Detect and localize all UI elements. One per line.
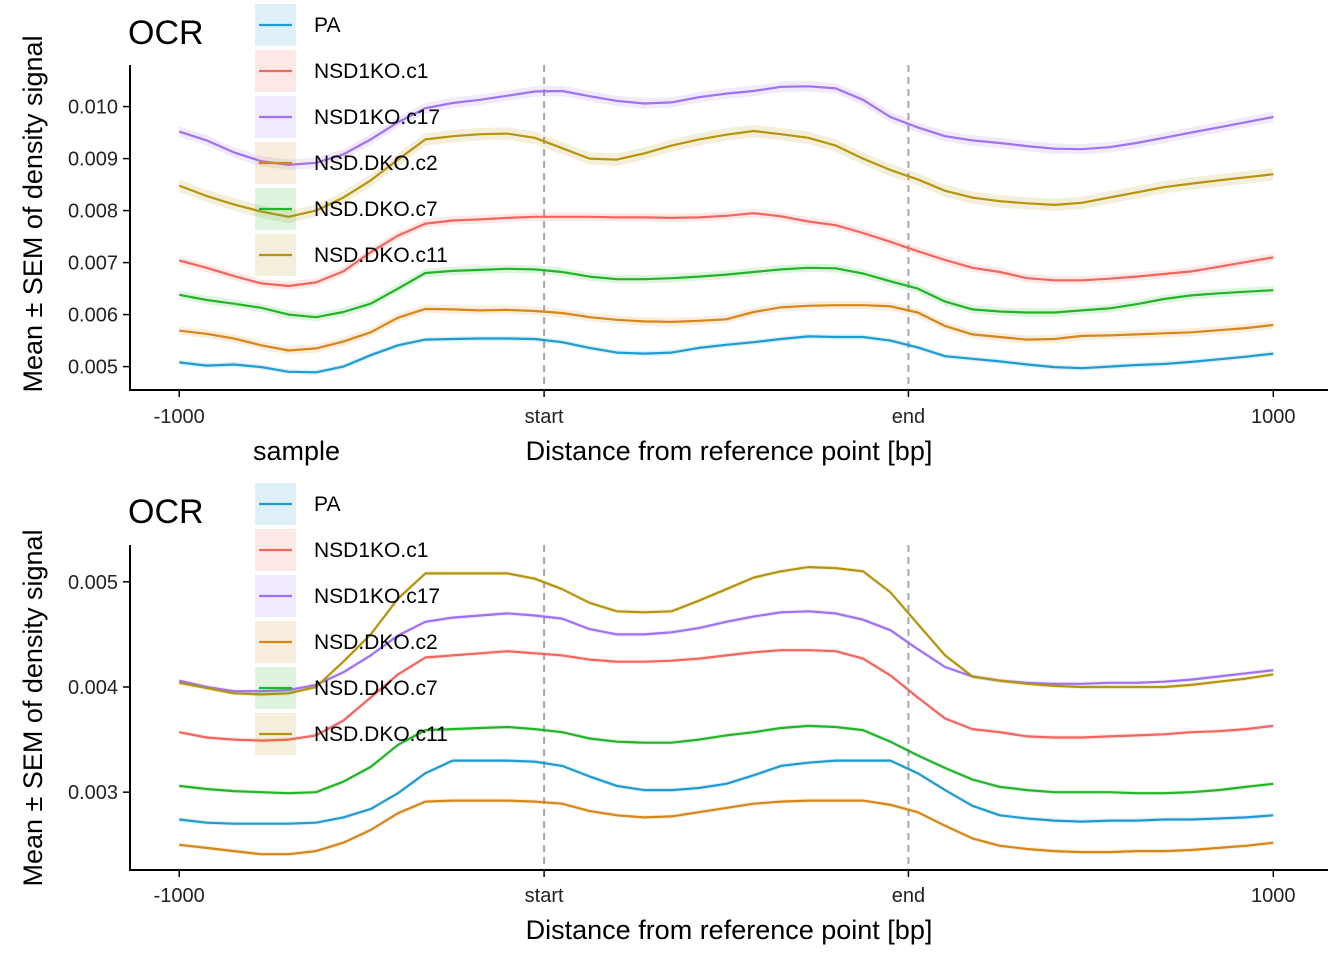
- legend-label-0: PA: [314, 14, 340, 37]
- series-line-5: [178, 129, 1274, 218]
- legend-label-5: NSD.DKO.c11: [314, 723, 448, 746]
- series-line-3: [179, 799, 1274, 856]
- y-tick-label: 0.006: [68, 305, 118, 327]
- legend-label-3: NSD.DKO.c2: [314, 152, 438, 175]
- sem-ribbon-5: [179, 565, 1274, 697]
- y-axis-title: Mean ± SEM of density signal: [18, 36, 48, 393]
- y-tick-label: 0.005: [68, 572, 118, 594]
- x-tick-label: -1000: [154, 885, 205, 907]
- x-tick-label: end: [892, 406, 925, 428]
- series-line-0: [179, 335, 1274, 374]
- legend-label-4: NSD.DKO.c7: [314, 198, 438, 221]
- series-line-3: [179, 304, 1274, 352]
- x-tick-label: start: [525, 885, 564, 907]
- series-line-2: [178, 85, 1274, 166]
- legend-label-2: NSD1KO.c17: [314, 106, 440, 129]
- chart-title: OCR: [128, 493, 204, 531]
- series-line-4: [178, 266, 1274, 319]
- legend: PA NSD1KO.c1 NSD1KO.c17 NSD.DKO.c2 NSD.DKO.c…: [255, 4, 448, 276]
- y-axis-title: Mean ± SEM of density signal: [18, 530, 48, 887]
- sem-ribbon-3: [179, 301, 1274, 355]
- legend-label-1: NSD1KO.c1: [314, 60, 428, 83]
- legend-label-1: NSD1KO.c1: [314, 539, 428, 562]
- series-line-0: [179, 759, 1274, 825]
- y-tick-label: 0.008: [68, 201, 118, 223]
- legend-title: sample: [253, 436, 340, 466]
- legend-label-4: NSD.DKO.c7: [314, 677, 438, 700]
- x-axis-title: Distance from reference point [bp]: [526, 915, 933, 945]
- series-line-4: [179, 724, 1274, 795]
- chart-panel-1: 0.005 0.006 0.007 0.008 0.009 0.010 -1000 start…: [18, 4, 1328, 466]
- legend-label-3: NSD.DKO.c2: [314, 631, 438, 654]
- y-tick-label: 0.003: [68, 782, 118, 804]
- sem-ribbon-1: [179, 209, 1274, 291]
- x-tick-label: -1000: [154, 406, 205, 428]
- series-line-5: [178, 565, 1274, 696]
- chart-panel-2: 0.003 0.004 0.005 -1000 start end 1000 Distance…: [18, 436, 1328, 945]
- series-line-1: [178, 649, 1274, 742]
- x-axis-title: Distance from reference point [bp]: [526, 436, 933, 466]
- y-tick-label: 0.009: [68, 149, 118, 171]
- legend-label-0: PA: [314, 493, 340, 516]
- series-line-1: [178, 212, 1274, 288]
- legend-label-5: NSD.DKO.c11: [314, 244, 448, 267]
- x-tick-label: start: [525, 406, 564, 428]
- y-tick-label: 0.010: [68, 97, 118, 119]
- chart-title: OCR: [128, 14, 204, 52]
- legend-label-2: NSD1KO.c17: [314, 585, 440, 608]
- x-tick-label: 1000: [1251, 406, 1296, 428]
- series-line-2: [178, 610, 1274, 693]
- legend: PA NSD1KO.c1 NSD1KO.c17 NSD.DKO.c2 NSD.DKO.c…: [255, 483, 448, 755]
- sem-ribbon-5: [179, 124, 1274, 224]
- x-tick-label: 1000: [1251, 885, 1296, 907]
- y-tick-label: 0.004: [68, 677, 118, 699]
- y-tick-label: 0.005: [68, 357, 118, 379]
- y-tick-label: 0.007: [68, 253, 118, 275]
- x-tick-label: end: [892, 885, 925, 907]
